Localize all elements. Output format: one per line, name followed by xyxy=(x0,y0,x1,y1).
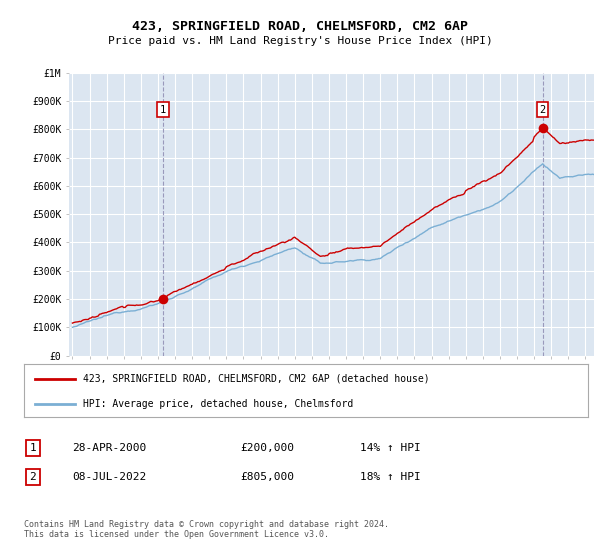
Text: £805,000: £805,000 xyxy=(240,472,294,482)
Text: 2: 2 xyxy=(29,472,37,482)
Text: 1: 1 xyxy=(29,443,37,453)
Text: HPI: Average price, detached house, Chelmsford: HPI: Average price, detached house, Chel… xyxy=(83,399,353,409)
Text: 2: 2 xyxy=(539,105,546,115)
Text: 28-APR-2000: 28-APR-2000 xyxy=(72,443,146,453)
Text: 18% ↑ HPI: 18% ↑ HPI xyxy=(360,472,421,482)
Text: 1: 1 xyxy=(160,105,166,115)
Text: £200,000: £200,000 xyxy=(240,443,294,453)
Text: 423, SPRINGFIELD ROAD, CHELMSFORD, CM2 6AP (detached house): 423, SPRINGFIELD ROAD, CHELMSFORD, CM2 6… xyxy=(83,374,430,384)
Text: 08-JUL-2022: 08-JUL-2022 xyxy=(72,472,146,482)
Text: Price paid vs. HM Land Registry's House Price Index (HPI): Price paid vs. HM Land Registry's House … xyxy=(107,36,493,46)
Text: 423, SPRINGFIELD ROAD, CHELMSFORD, CM2 6AP: 423, SPRINGFIELD ROAD, CHELMSFORD, CM2 6… xyxy=(132,20,468,32)
Text: 14% ↑ HPI: 14% ↑ HPI xyxy=(360,443,421,453)
Text: Contains HM Land Registry data © Crown copyright and database right 2024.
This d: Contains HM Land Registry data © Crown c… xyxy=(24,520,389,539)
